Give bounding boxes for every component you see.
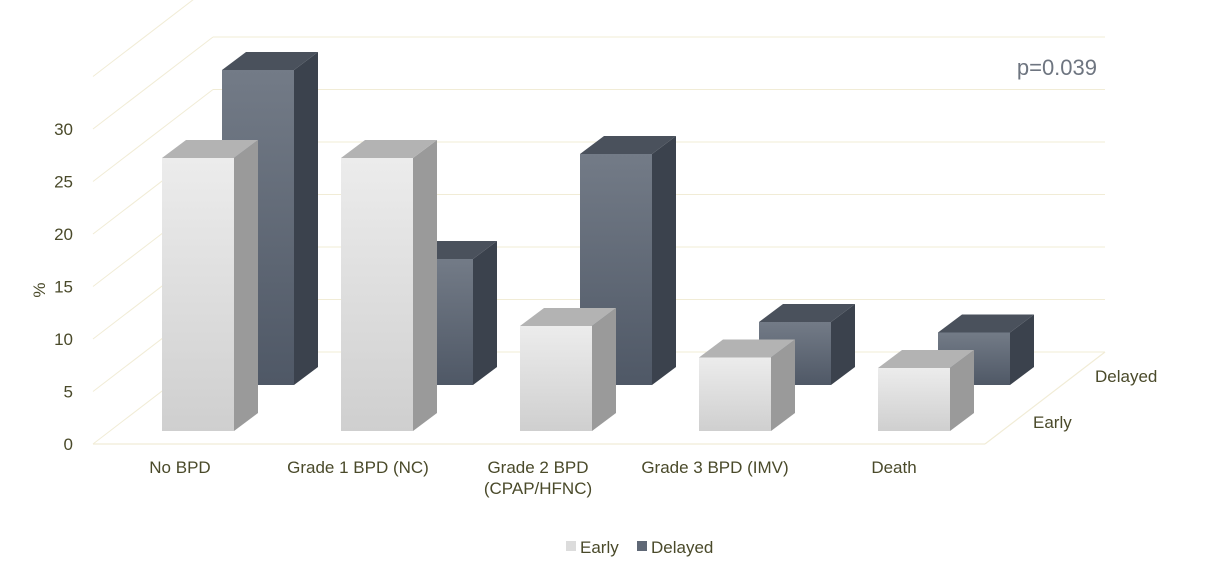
floor-right-edge — [984, 351, 1106, 445]
bar-side-face — [294, 52, 318, 385]
gridline-side — [92, 89, 214, 182]
bar-early-4 — [878, 350, 974, 431]
bar-layer — [162, 52, 1034, 431]
x-tick-label-line: Grade 3 BPD (IMV) — [641, 458, 788, 477]
x-tick-label: No BPD — [149, 458, 210, 477]
x-tick-label: Death — [871, 458, 916, 477]
y-tick-label: 15 — [54, 278, 73, 297]
p-value-annotation: p=0.039 — [1017, 55, 1097, 80]
legend-swatch-delayed — [637, 541, 647, 551]
x-tick-label-line: Death — [871, 458, 916, 477]
x-tick-label-line: No BPD — [149, 458, 210, 477]
x-tick-label: Grade 3 BPD (IMV) — [641, 458, 788, 477]
bar-top-face — [162, 140, 258, 158]
y-tick-label: 30 — [54, 120, 73, 139]
bar-side-face — [831, 304, 855, 385]
bar-side-face — [950, 350, 974, 431]
bar-front-face — [341, 158, 413, 431]
y-tick-label: 0 — [64, 435, 73, 454]
bar-early-0 — [162, 140, 258, 431]
legend-label-delayed: Delayed — [651, 538, 713, 557]
bar-front-face — [520, 326, 592, 431]
bar-side-face — [771, 339, 795, 431]
bar-top-face — [341, 140, 437, 158]
bar-side-face — [1010, 314, 1034, 385]
bar-top-face — [580, 136, 676, 154]
y-tick-label: 10 — [54, 330, 73, 349]
legend-swatch-early — [566, 541, 576, 551]
x-tick-label-line: Grade 2 BPD — [487, 458, 588, 477]
gridline-side — [92, 36, 214, 130]
bar-early-2 — [520, 308, 616, 431]
axis-layer: 0 5 10 15 20 25 30 — [54, 120, 73, 454]
bar-front-face — [699, 357, 771, 431]
label-layer: No BPD Grade 1 BPD (NC) Grade 2 BPD (CPAP/H… — [149, 458, 916, 498]
bar-top-face — [699, 339, 795, 358]
bar-early-1 — [341, 140, 437, 431]
y-axis-label: % — [30, 282, 49, 297]
y-tick-label: 20 — [54, 225, 73, 244]
bar-side-face — [652, 136, 676, 385]
y-tick-label: 5 — [64, 383, 73, 402]
bar-front-face — [162, 158, 234, 431]
bar-top-face — [222, 52, 318, 70]
bar-side-face — [234, 140, 258, 431]
bar-top-face — [878, 350, 974, 368]
bar-front-face — [878, 368, 950, 431]
depth-label-delayed: Delayed — [1095, 367, 1157, 386]
gridline-side — [92, 0, 194, 77]
bar-early-3 — [699, 339, 795, 431]
legend-label-early: Early — [580, 538, 619, 557]
bar-top-face — [520, 308, 616, 326]
bar-top-face — [938, 314, 1034, 333]
x-tick-label-line: Grade 1 BPD (NC) — [287, 458, 429, 477]
x-tick-label: Grade 1 BPD (NC) — [287, 458, 429, 477]
bar-side-face — [592, 308, 616, 431]
y-tick-label: 25 — [54, 173, 73, 192]
x-tick-label-line: (CPAP/HFNC) — [484, 479, 592, 498]
bar-top-face — [759, 304, 855, 322]
bar-side-face — [473, 241, 497, 385]
legend: Early Delayed — [566, 538, 713, 557]
depth-label-early: Early — [1033, 413, 1072, 432]
x-tick-label: Grade 2 BPD (CPAP/HFNC) — [484, 458, 592, 498]
bar-side-face — [413, 140, 437, 431]
